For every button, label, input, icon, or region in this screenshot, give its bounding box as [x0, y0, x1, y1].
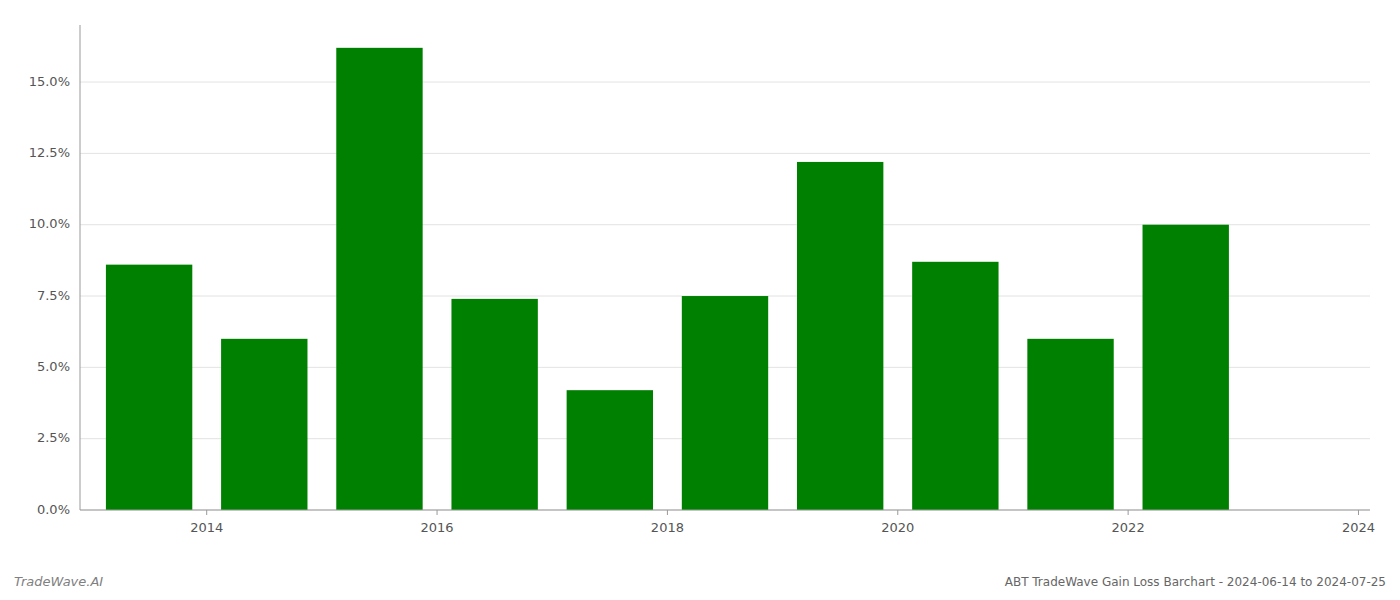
- x-tick: [897, 510, 898, 515]
- x-ticks: 2014 2016 2018 2020 2022 2024: [190, 510, 1375, 535]
- bar: [567, 390, 653, 510]
- y-tick-label: 0.0%: [37, 502, 70, 517]
- bar: [451, 299, 537, 510]
- y-tick-label: 12.5%: [29, 145, 70, 160]
- bar: [1027, 339, 1113, 510]
- grid-line: [80, 153, 1370, 154]
- watermark: TradeWave.AI: [14, 574, 103, 589]
- bar: [106, 265, 192, 510]
- x-tick-label: 2014: [190, 520, 223, 535]
- background: [0, 0, 1400, 600]
- y-tick-labels: 0.0% 2.5% 5.0% 7.5% 10.0% 12.5% 15.0%: [29, 74, 70, 517]
- bar: [221, 339, 307, 510]
- title: ABT TradeWave Gain Loss Barchart - 2024-…: [1005, 575, 1386, 589]
- x-tick-label: 2024: [1342, 520, 1375, 535]
- x-tick-label: 2016: [421, 520, 454, 535]
- y-tick-label: 15.0%: [29, 74, 70, 89]
- chart-svg: 0.0%2.5%5.0%7.5%10.0%12.5%15.0%201420162…: [0, 0, 1400, 600]
- grid-line: [80, 510, 1370, 511]
- y-axis-line: [80, 25, 81, 510]
- x-tick: [1128, 510, 1129, 515]
- x-tick: [1358, 510, 1359, 515]
- grid-line: [80, 82, 1370, 83]
- y-grid: [80, 82, 1370, 510]
- bars: [106, 48, 1229, 510]
- bar: [1143, 225, 1229, 510]
- bar: [682, 296, 768, 510]
- x-tick: [667, 510, 668, 515]
- x-tick-label: 2022: [1112, 520, 1145, 535]
- y-tick-label: 7.5%: [37, 288, 70, 303]
- x-tick: [206, 510, 207, 515]
- chart-container: 0.0%2.5%5.0%7.5%10.0%12.5%15.0%201420162…: [0, 0, 1400, 600]
- y-tick-label: 10.0%: [29, 216, 70, 231]
- y-tick-label: 2.5%: [37, 430, 70, 445]
- bar: [797, 162, 883, 510]
- x-tick: [437, 510, 438, 515]
- x-axis-line: [80, 510, 1370, 511]
- x-tick-label: 2020: [881, 520, 914, 535]
- x-tick-label: 2018: [651, 520, 684, 535]
- y-tick-label: 5.0%: [37, 359, 70, 374]
- bar: [336, 48, 422, 510]
- bar: [912, 262, 998, 510]
